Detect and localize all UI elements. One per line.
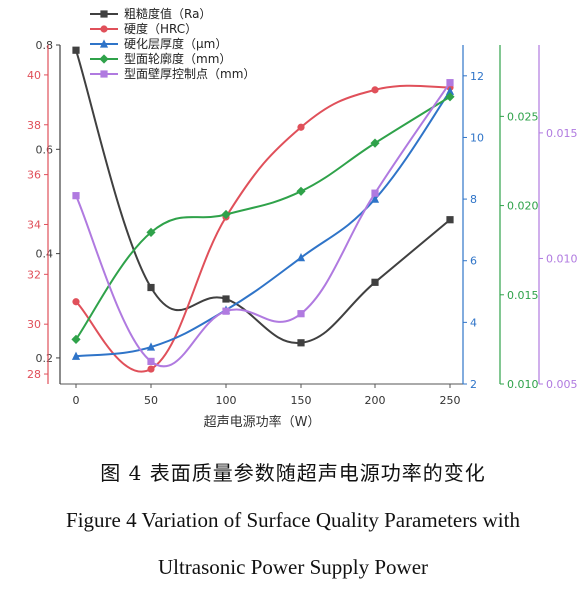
legend-swatch-marker (99, 54, 109, 64)
profile-axis-tick-label: 0.015 (507, 289, 539, 302)
series-layer (71, 46, 455, 373)
legend-swatch-marker (100, 25, 108, 33)
x-tick-label: 200 (365, 394, 386, 407)
data-point (146, 227, 156, 237)
series-line (75, 49, 451, 344)
legend-label: 硬化层厚度（μm） (124, 36, 227, 51)
legend-label: 粗糙度值（Ra） (124, 6, 211, 21)
data-point (147, 357, 155, 365)
data-point (72, 46, 80, 54)
hrc-axis-tick-label: 28 (27, 368, 41, 381)
data-point (72, 192, 80, 200)
ra-axis-tick-label: 0.8 (36, 39, 54, 52)
legend-label: 硬度（HRC） (124, 21, 197, 36)
legend: 粗糙度值（Ra）硬度（HRC）硬化层厚度（μm）型面轮廓度（mm）型面壁厚控制点… (90, 6, 255, 81)
legend-label: 型面壁厚控制点（mm） (124, 66, 255, 81)
caption-english-line-2: Ultrasonic Power Supply Power (157, 555, 429, 579)
data-point (296, 186, 306, 196)
series-line (75, 84, 451, 373)
layer-axis-tick-label: 6 (470, 255, 477, 268)
data-point (72, 298, 80, 306)
layer-axis-tick-label: 10 (470, 131, 484, 144)
legend-label: 型面轮廓度（mm） (124, 51, 231, 66)
data-point (297, 310, 305, 318)
profile-axis-tick-label: 0.025 (507, 110, 539, 123)
legend-item: 粗糙度值（Ra） (90, 6, 211, 21)
data-point (445, 86, 455, 95)
data-point (222, 295, 230, 303)
x-tick-label: 150 (291, 394, 312, 407)
data-point (297, 339, 305, 347)
caption-english-line-1: Figure 4 Variation of Surface Quality Pa… (66, 508, 520, 532)
x-tick-label: 250 (440, 394, 461, 407)
data-point (71, 351, 81, 360)
legend-swatch-marker (100, 10, 108, 18)
data-point (370, 194, 380, 203)
hrc-axis-tick-label: 34 (27, 218, 41, 231)
data-point (445, 92, 455, 102)
data-point (221, 209, 231, 220)
series-4 (71, 92, 455, 344)
series-2 (72, 83, 454, 373)
profile-axis-tick-label: 0.020 (507, 200, 539, 213)
hrc-axis-tick-label: 36 (27, 169, 41, 182)
data-point (370, 138, 380, 148)
wall-axis-tick-label: 0.005 (546, 378, 578, 391)
series-1 (72, 46, 454, 347)
layer-axis-tick-label: 8 (470, 193, 477, 206)
wall-axis-tick-label: 0.015 (546, 127, 578, 140)
profile-axis-tick-label: 0.010 (507, 378, 539, 391)
legend-item: 型面轮廓度（mm） (90, 51, 231, 66)
hrc-axis-tick-label: 32 (27, 268, 41, 281)
data-point (146, 342, 156, 351)
hrc-axis-tick-label: 30 (27, 318, 41, 331)
ra-axis-tick-label: 0.4 (36, 248, 54, 261)
legend-swatch-marker (99, 39, 109, 48)
legend-item: 硬度（HRC） (90, 21, 197, 36)
series-line (75, 95, 451, 340)
legend-item: 型面壁厚控制点（mm） (90, 66, 255, 81)
data-point (446, 79, 454, 87)
layer-axis-tick-label: 2 (470, 378, 477, 391)
series-5 (72, 79, 454, 368)
layer-axis-tick-label: 12 (470, 70, 484, 83)
x-tick-label: 0 (73, 394, 80, 407)
data-point (371, 278, 379, 286)
series-3 (71, 86, 455, 360)
data-point (147, 365, 155, 373)
layer-axis-tick-label: 4 (470, 316, 477, 329)
data-point (446, 216, 454, 224)
data-point (296, 253, 306, 262)
hrc-axis-tick-label: 40 (27, 69, 41, 82)
chart: 0 50 100 150 200 250 超声电源功率（W） 0.8 0.6 0.4 0.2 40 38… (27, 6, 578, 430)
data-point (371, 86, 379, 94)
data-point (147, 283, 155, 292)
data-point (371, 189, 379, 197)
data-point (297, 123, 305, 131)
ra-axis-tick-label: 0.6 (36, 143, 54, 156)
x-tick-label: 50 (144, 394, 158, 407)
caption-chinese: 图 4 表面质量参数随超声电源功率的变化 (100, 461, 486, 485)
data-point (71, 334, 81, 344)
legend-swatch-marker (100, 70, 108, 78)
x-tick-label: 100 (216, 394, 237, 407)
x-axis-label: 超声电源功率（W） (204, 414, 321, 430)
wall-axis-tick-label: 0.010 (546, 252, 578, 265)
hrc-axis-tick-label: 38 (27, 119, 41, 132)
ra-axis-tick-label: 0.2 (36, 352, 54, 365)
series-line (75, 82, 451, 368)
data-point (222, 307, 230, 315)
legend-item: 硬化层厚度（μm） (90, 36, 227, 51)
axes-layer: 0 50 100 150 200 250 超声电源功率（W） 0.8 0.6 0.4 0.2 40 38… (27, 39, 578, 430)
